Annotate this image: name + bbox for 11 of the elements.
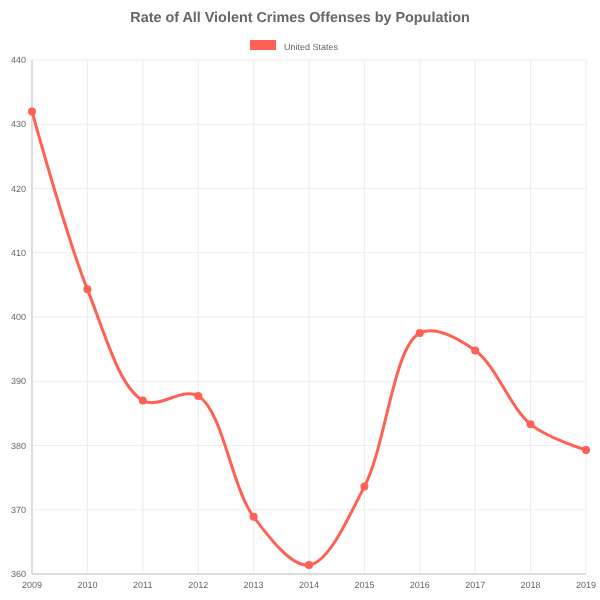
- point: [582, 446, 590, 454]
- point: [415, 329, 424, 338]
- point: [28, 107, 36, 116]
- point: [249, 512, 258, 521]
- point: [138, 396, 147, 405]
- point: [305, 561, 313, 570]
- point: [83, 285, 92, 294]
- point: [360, 482, 369, 491]
- point: [471, 346, 480, 355]
- point: [526, 420, 535, 429]
- point: [194, 392, 203, 401]
